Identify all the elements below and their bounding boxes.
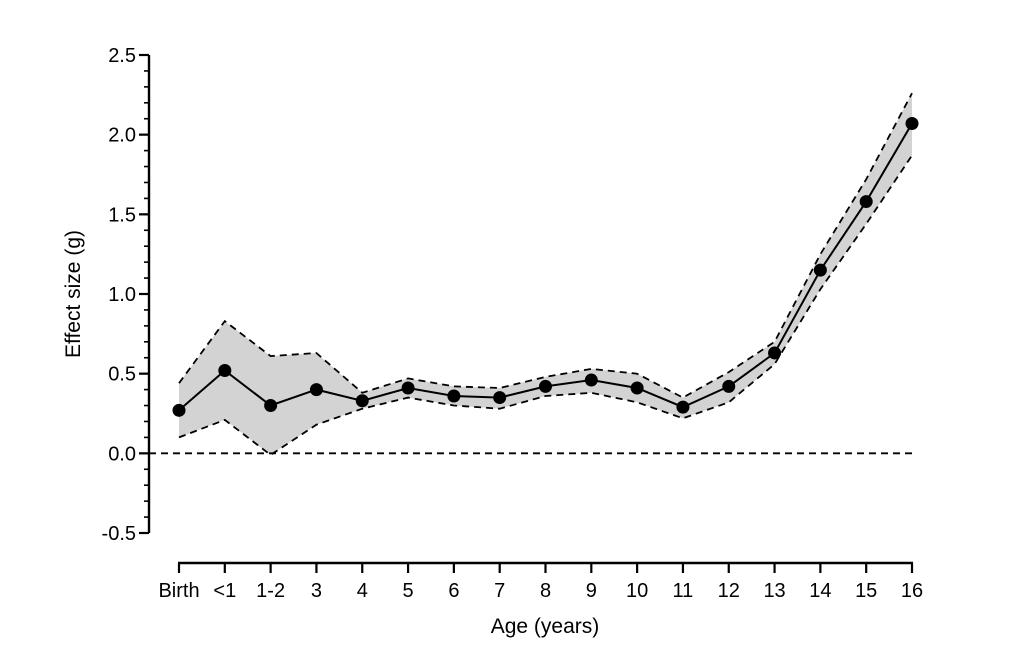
data-point [859,195,873,209]
x-tick-label: 13 [763,580,785,602]
data-points-layer [172,117,919,417]
x-tick-label: 16 [901,580,923,602]
x-axis-title: Age (years) [491,615,600,638]
x-tick-label: 7 [494,580,505,602]
x-tick-label: 11 [673,580,694,602]
data-point [813,263,827,277]
x-tick-label: 14 [809,580,831,602]
data-point [630,381,644,395]
x-tick-label: 10 [626,580,648,602]
y-tick-label: 0.0 [108,443,136,465]
y-tick-label: 1.0 [108,284,136,306]
data-point [218,363,232,377]
data-point [447,389,461,403]
x-tick-label: 6 [448,580,459,602]
confidence-band [179,93,912,455]
data-point [309,383,323,397]
data-point [539,379,552,393]
x-tick-label: 12 [718,580,740,602]
x-tick-label: 9 [586,580,597,602]
x-tick-label: <1 [213,580,236,602]
data-point [676,400,690,414]
x-axis: Birth <1 1-2 3 4 5 6 7 8 9 10 11 12 13 14 15 16 [158,561,923,602]
y-axis: -0.5 0.0 0.5 1.0 1.5 2.0 2.5 [102,45,151,545]
data-point [401,381,415,395]
data-point [722,379,736,393]
x-tick-label: 8 [540,580,551,602]
y-tick-label: 2.5 [108,45,136,67]
data-point [584,373,598,387]
data-point [905,117,919,131]
x-tick-label: 15 [855,580,877,602]
data-point [355,394,369,408]
data-point [493,391,507,405]
x-tick-label: 5 [403,580,414,602]
confidence-band-layer [178,92,913,457]
x-tick-label: 4 [357,580,368,602]
x-tick-label: 3 [311,580,322,602]
y-tick-label: 1.5 [108,204,136,226]
x-tick-label: Birth [158,580,199,602]
y-tick-label: 0.5 [108,364,136,386]
y-tick-label: 2.0 [108,125,136,147]
y-axis-title: Effect size (g) [62,230,85,358]
ci-upper-line [178,92,913,399]
ci-lower-line [178,154,913,457]
data-point [768,346,782,360]
x-tick-label: 1-2 [256,580,285,602]
data-point [264,399,278,413]
y-tick-label: -0.5 [102,523,136,545]
data-point [172,403,186,417]
